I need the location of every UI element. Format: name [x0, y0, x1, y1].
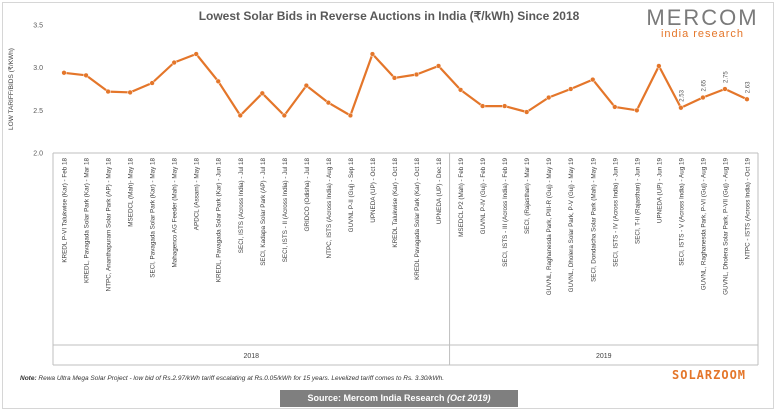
data-label: 2.53 [679, 89, 685, 101]
x-tick-label: UPNEDA (UP) - Jun 19 [656, 158, 663, 224]
footnote: Note: Rewa Ultra Mega Solar Project - lo… [20, 375, 444, 382]
x-tick-label: SECI, (Rajasthan) - Mar 19 [524, 158, 531, 234]
data-point [634, 107, 640, 113]
data-label: 2.65 [701, 79, 707, 91]
x-tick-label: KREDL P-VI Talukwise (Kar) - Feb 18 [62, 158, 69, 263]
chart-title: Lowest Solar Bids in Reverse Auctions in… [199, 9, 580, 23]
data-point [83, 72, 89, 78]
data-point [61, 70, 67, 76]
x-tick-label: KREDL Talukwise (Kar) - Oct 18 [392, 158, 399, 248]
series-line [63, 52, 748, 117]
data-point [105, 88, 111, 95]
note-text: Rewa Ultra Mega Solar Project - low bid … [36, 375, 445, 382]
data-point [149, 80, 155, 86]
x-tick-label: GUVNL, Raghanesda Park, P-VI (Guj) - Aug… [700, 158, 707, 291]
data-point [215, 78, 221, 84]
x-tick-label: SECI, Pavagada Solar Park (Kar) - May 18 [150, 158, 157, 278]
x-tick-label: NTPC - ISTS (Across India) - Oct 19 [744, 158, 751, 260]
y-axis-label: LOW TARIFF/BIDS (₹/KWh) [7, 48, 15, 130]
x-tick-label: KREDL Pavagada Solar Park (Kar) - Oct 18 [414, 158, 421, 280]
data-point [722, 86, 728, 92]
data-point [127, 89, 133, 96]
data-point [656, 63, 662, 69]
x-tick-label: GUVNL P-IV (Guj) - Feb 19 [480, 158, 487, 235]
source-bar: Source: Mercom India Research (Oct 2019) [280, 390, 518, 407]
x-tick-label: NTPC, ISTS (Across India) - Aug 18 [326, 158, 333, 259]
x-tick-label: GUVNL, Dholera Solar Park, P-V (Guj) - M… [568, 158, 575, 293]
logo-name: MERCOM [646, 5, 759, 30]
data-point [259, 90, 265, 96]
x-tick-label: Mahagenco AG Feeder (Mah) - May 18 [172, 158, 179, 268]
logo-tagline: india research [660, 28, 745, 40]
data-point [413, 71, 420, 78]
x-tick-label: SECI, ISTS - V (Across India) - Aug 19 [678, 158, 685, 266]
x-tick-label: SECI, ISTS - II (Across India) - Jul 18 [282, 158, 289, 263]
data-point [391, 75, 398, 81]
x-tick-label: MSEDCL P2 (Mah) - Feb 19 [458, 158, 465, 237]
data-point [700, 94, 706, 101]
x-tick-label: GUVNL, Raghanesda Park, PIII-R (Guj) - M… [546, 158, 553, 296]
data-point [281, 112, 287, 119]
note-prefix: Note: [20, 375, 37, 382]
data-point [303, 82, 310, 89]
data-point [325, 100, 332, 106]
x-tick-label: APDCL (Assam) - May 18 [194, 158, 201, 231]
data-point [744, 96, 750, 102]
x-tick-label: NTPC, Ananthapuram Solar Park (AP) - May… [106, 158, 113, 292]
x-tick-label: UPNEDA (UP) - Dec 18 [436, 158, 443, 225]
x-tick-label: GUVNL P-II (Guj) - Sep 18 [348, 158, 355, 233]
year-group-label: 2019 [596, 353, 612, 360]
y-tick-label: 3.0 [33, 65, 43, 72]
data-label: 2.75 [723, 71, 729, 83]
source-date: (Oct 2019) [447, 393, 491, 403]
data-point [171, 59, 177, 66]
mercom-logo: MERCOM india research [640, 7, 765, 40]
y-tick-label: 3.5 [33, 23, 43, 30]
x-tick-label: SECI, Kadapa Solar Park (AP) - Jul 18 [260, 158, 267, 266]
data-point [457, 87, 464, 93]
y-tick-label: 2.5 [33, 108, 43, 115]
x-tick-label: SECI, ISTS (Across India) - Jul 18 [238, 158, 245, 254]
x-tick-label: GRIDCO (Odisha) - Jul 18 [304, 158, 311, 232]
data-point [678, 105, 684, 111]
x-tick-label: KREDL, Pavagada Solar Park (Kar) - Mar 1… [84, 158, 91, 283]
year-group-label: 2018 [243, 353, 259, 360]
data-point [237, 112, 243, 119]
source-text: Source: Mercom India Research [307, 393, 448, 403]
data-point [568, 86, 574, 92]
x-tick-label: SECI, ISTS - III (Across India) - Feb 19 [502, 158, 509, 267]
data-point [435, 63, 442, 69]
x-tick-label: SECI, T-II (Rajasthan) - Jun 19 [634, 158, 641, 244]
data-point [546, 94, 552, 101]
x-tick-label: MSEDCL (Mah)- May 18 [128, 158, 135, 227]
x-tick-label: SECI, Dondaicha Solar Park (Mah) - May 1… [590, 158, 597, 282]
data-point [612, 104, 618, 110]
data-point [193, 51, 199, 57]
data-point [590, 76, 596, 83]
data-point [479, 103, 486, 109]
data-point [347, 112, 354, 119]
data-point [501, 103, 508, 109]
x-tick-label: UPNEDA (UP) - Oct 18 [370, 158, 377, 223]
data-label: 2.63 [745, 81, 751, 93]
data-point [524, 109, 530, 115]
x-tick-label: SECI, ISTS - IV (Across India) - Jun 19 [612, 158, 619, 267]
data-point [369, 51, 376, 57]
x-tick-label: GUVNL, Dholera Solar Park, P-VII (Guj) -… [722, 158, 729, 295]
y-tick-label: 2.0 [33, 151, 43, 158]
x-tick-label: KREDL, Pavagada Solar Park (Kar) - Jun 1… [216, 158, 223, 283]
solarzoom-logo: SOLARZOOM [672, 368, 747, 382]
